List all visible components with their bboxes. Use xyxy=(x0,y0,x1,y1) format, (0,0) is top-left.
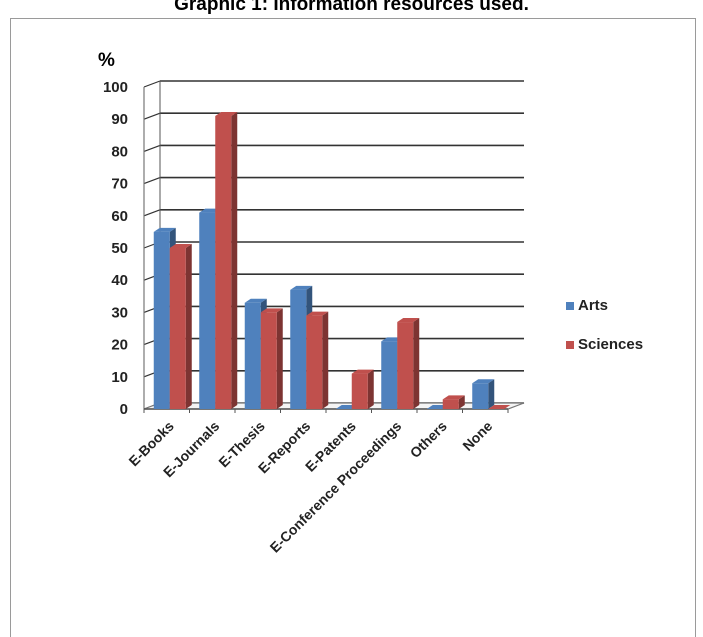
bar-front xyxy=(290,289,307,409)
legend-label-arts: Arts xyxy=(578,297,608,314)
gridline-side-90 xyxy=(143,112,161,120)
bar-front xyxy=(306,315,323,409)
y-tick-label-0: 0 xyxy=(120,401,128,418)
bar-side xyxy=(276,308,283,409)
bar-sciences-e-books xyxy=(169,244,192,409)
bar-front xyxy=(199,212,216,409)
bar-sciences-e-reports xyxy=(306,311,329,409)
bar-side xyxy=(231,111,238,409)
bar-top xyxy=(169,244,192,248)
y-tick-label-80: 80 xyxy=(111,143,128,160)
bar-side xyxy=(367,369,374,409)
legend-swatch-sciences xyxy=(566,341,574,349)
bar-front xyxy=(244,302,261,409)
bar-sciences-none xyxy=(488,405,511,409)
bar-front xyxy=(442,399,459,409)
bar-sciences-e-journals xyxy=(215,111,238,409)
y-tick-label-30: 30 xyxy=(111,304,128,321)
bar-arts-none xyxy=(472,379,495,409)
bar-top xyxy=(153,227,176,232)
bar-top xyxy=(290,285,313,290)
gridline-side-70 xyxy=(143,177,161,185)
bar-side xyxy=(185,244,192,409)
bar-top xyxy=(244,298,267,303)
bar-top xyxy=(215,111,238,116)
bar-front xyxy=(153,231,170,409)
bar-front xyxy=(260,312,277,409)
y-axis-unit-label: % xyxy=(98,50,115,71)
y-tick-label-100: 100 xyxy=(103,79,128,96)
bar-top xyxy=(397,318,420,323)
y-tick-labels: 0 10 20 30 40 50 60 70 80 90 100 xyxy=(103,79,128,418)
legend-label-sciences: Sciences xyxy=(578,336,643,353)
bar-front xyxy=(215,115,232,409)
bar-top xyxy=(442,395,465,400)
bar-side xyxy=(322,311,329,409)
x-category-label-none: None xyxy=(459,418,495,454)
bar-side xyxy=(488,379,495,409)
bar-sciences-e-thesis xyxy=(260,308,283,409)
y-tick-label-70: 70 xyxy=(111,176,128,193)
bars xyxy=(153,111,511,409)
bar-front xyxy=(351,373,368,409)
bar-side xyxy=(458,395,465,409)
x-category-labels: E-BooksE-JournalsE-ThesisE-ReportsE-Pate… xyxy=(125,418,495,556)
bar-sciences-e-conference-proceedings xyxy=(397,318,420,409)
legend: Arts Sciences xyxy=(566,297,643,353)
y-tick-label-40: 40 xyxy=(111,272,128,289)
chart-frame xyxy=(10,18,696,637)
bar-side xyxy=(413,318,420,409)
legend-item-arts: Arts xyxy=(566,297,608,314)
bar-front xyxy=(169,248,186,409)
x-category-label-others: Others xyxy=(407,418,450,461)
chart-title: Graphic 1: Information resources used. xyxy=(174,0,529,15)
y-tick-label-60: 60 xyxy=(111,208,128,225)
y-tick-label-20: 20 xyxy=(111,337,128,354)
bar-top xyxy=(472,379,495,384)
gridline-side-60 xyxy=(143,209,161,217)
bar-front xyxy=(472,383,489,409)
bar-top xyxy=(351,369,374,374)
y-tick-label-10: 10 xyxy=(111,369,128,386)
bar-front xyxy=(381,341,398,409)
y-tick-label-90: 90 xyxy=(111,111,128,128)
bar-top xyxy=(306,311,329,316)
bar-sciences-others xyxy=(442,395,465,409)
bar-top xyxy=(260,308,283,313)
legend-item-sciences: Sciences xyxy=(566,336,643,353)
bar-top xyxy=(488,405,511,409)
bar-front xyxy=(397,322,414,409)
bar-sciences-e-patents xyxy=(351,369,374,409)
legend-swatch-arts xyxy=(566,302,574,310)
gridline-side-100 xyxy=(143,80,161,88)
gridline-side-80 xyxy=(143,144,161,152)
y-tick-label-50: 50 xyxy=(111,240,128,257)
